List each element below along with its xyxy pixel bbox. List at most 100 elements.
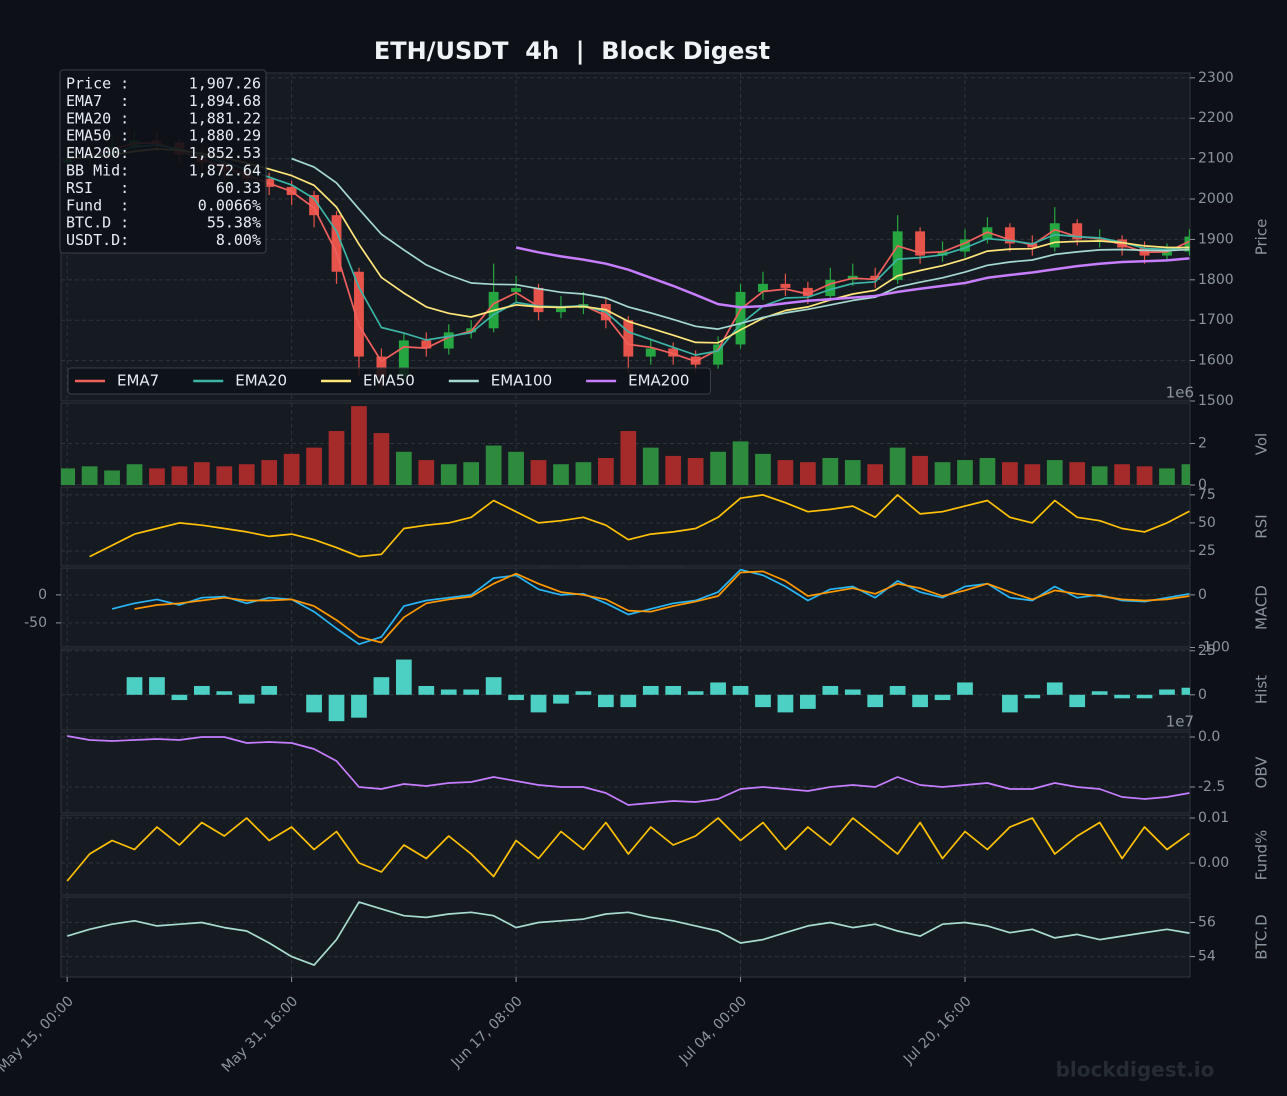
bar xyxy=(508,694,524,701)
bar xyxy=(463,462,480,485)
bar xyxy=(530,460,547,485)
info-value: 0.0066% xyxy=(198,196,261,214)
bar xyxy=(844,689,861,695)
line-series xyxy=(67,735,1190,806)
bar xyxy=(777,460,794,485)
legend-label: EMA50 xyxy=(363,372,415,390)
info-label: EMA200: xyxy=(66,144,129,162)
bar xyxy=(328,431,345,485)
candle-body xyxy=(623,320,634,357)
y-axis-label: MACD xyxy=(1253,585,1271,630)
panel xyxy=(61,815,1190,895)
candle-body xyxy=(915,231,926,256)
candle-body xyxy=(758,283,768,292)
bar xyxy=(463,689,480,695)
info-value: 8.00% xyxy=(216,231,261,249)
bar xyxy=(373,433,390,485)
info-label: EMA50 : xyxy=(66,127,129,145)
info-value: 1,881.22 xyxy=(189,109,261,127)
info-label: RSI : xyxy=(66,179,129,197)
candle-body xyxy=(825,279,836,296)
bar xyxy=(149,468,165,485)
bar xyxy=(1024,694,1041,699)
candle-body xyxy=(533,287,544,313)
candle-body xyxy=(331,215,342,272)
marks xyxy=(61,406,1190,485)
bar xyxy=(642,447,659,485)
bar xyxy=(1002,694,1018,713)
legend-label: EMA7 xyxy=(117,372,159,390)
bar xyxy=(1046,460,1063,485)
marks xyxy=(66,901,1190,966)
candle-body xyxy=(735,291,746,345)
bar xyxy=(328,694,345,722)
info-label: EMA7 : xyxy=(66,92,129,110)
bar xyxy=(238,464,255,485)
bar xyxy=(508,451,524,485)
bar xyxy=(1114,694,1130,699)
line-series xyxy=(89,494,1190,558)
y-tick-label: 1700 xyxy=(1198,312,1234,328)
bar xyxy=(283,453,300,485)
bar xyxy=(193,685,210,695)
candle-body xyxy=(960,239,970,252)
panel xyxy=(61,732,1190,813)
panel-background xyxy=(60,567,1191,648)
candle-body xyxy=(713,344,724,365)
candle-body xyxy=(511,287,522,292)
y-tick-label: 56 xyxy=(1198,915,1216,931)
line-series xyxy=(515,246,1190,309)
info-value: 1,894.68 xyxy=(189,92,261,110)
y-tick-label: 2100 xyxy=(1198,151,1234,167)
panel-background xyxy=(60,814,1191,896)
y-tick-label: 0.0 xyxy=(1198,729,1220,745)
bar xyxy=(485,677,502,695)
bar xyxy=(351,694,367,718)
y-tick-label: 0 xyxy=(1198,477,1207,493)
candle-body xyxy=(1184,236,1190,252)
bar xyxy=(306,447,322,485)
info-label: Fund : xyxy=(66,196,129,214)
candle-body xyxy=(1004,227,1015,244)
bar xyxy=(149,677,165,695)
bar xyxy=(912,455,928,485)
bar xyxy=(440,689,457,695)
bar xyxy=(1136,694,1153,699)
bar xyxy=(710,682,726,695)
bar xyxy=(61,468,76,485)
candle-body xyxy=(645,348,656,357)
candle-body xyxy=(376,356,387,377)
info-value: 1,852.53 xyxy=(189,144,261,162)
bar xyxy=(216,466,233,485)
offset-label: 1e7 xyxy=(1166,713,1194,731)
y-tick-label: 2 xyxy=(1198,435,1207,451)
y2-tick-label: 0 xyxy=(1198,587,1207,603)
bar xyxy=(665,455,682,485)
info-box-frame xyxy=(59,69,267,254)
candle-body xyxy=(870,275,881,280)
legend-label: EMA100 xyxy=(491,372,552,390)
info-value: 1,880.29 xyxy=(189,127,261,145)
y-tick-label: 1900 xyxy=(1198,231,1234,247)
candle-body xyxy=(780,283,791,288)
bar xyxy=(1114,464,1130,485)
bar xyxy=(732,685,749,695)
info-label: USDT.D: xyxy=(66,231,129,249)
y-tick-label: 25 xyxy=(1198,543,1216,559)
info-box: Price : 1,907.26 EMA7 : 1,894.68 EMA20 : 1,88… xyxy=(59,69,267,254)
candle-body xyxy=(802,287,813,296)
y-tick-label: 0.00 xyxy=(1198,855,1229,871)
y-tick-label: 0 xyxy=(38,587,47,603)
offset-label: 1e6 xyxy=(1166,384,1194,402)
bar xyxy=(216,691,233,695)
y-axis-label: Price xyxy=(1253,219,1271,256)
line-series xyxy=(134,570,1190,644)
bar xyxy=(755,694,771,708)
bar xyxy=(418,460,435,485)
y-tick-label: 0 xyxy=(1198,687,1207,703)
y-tick-label: 54 xyxy=(1198,949,1216,965)
y-tick-label: 2300 xyxy=(1198,70,1234,86)
bar xyxy=(351,406,367,485)
panel-background xyxy=(60,896,1191,978)
